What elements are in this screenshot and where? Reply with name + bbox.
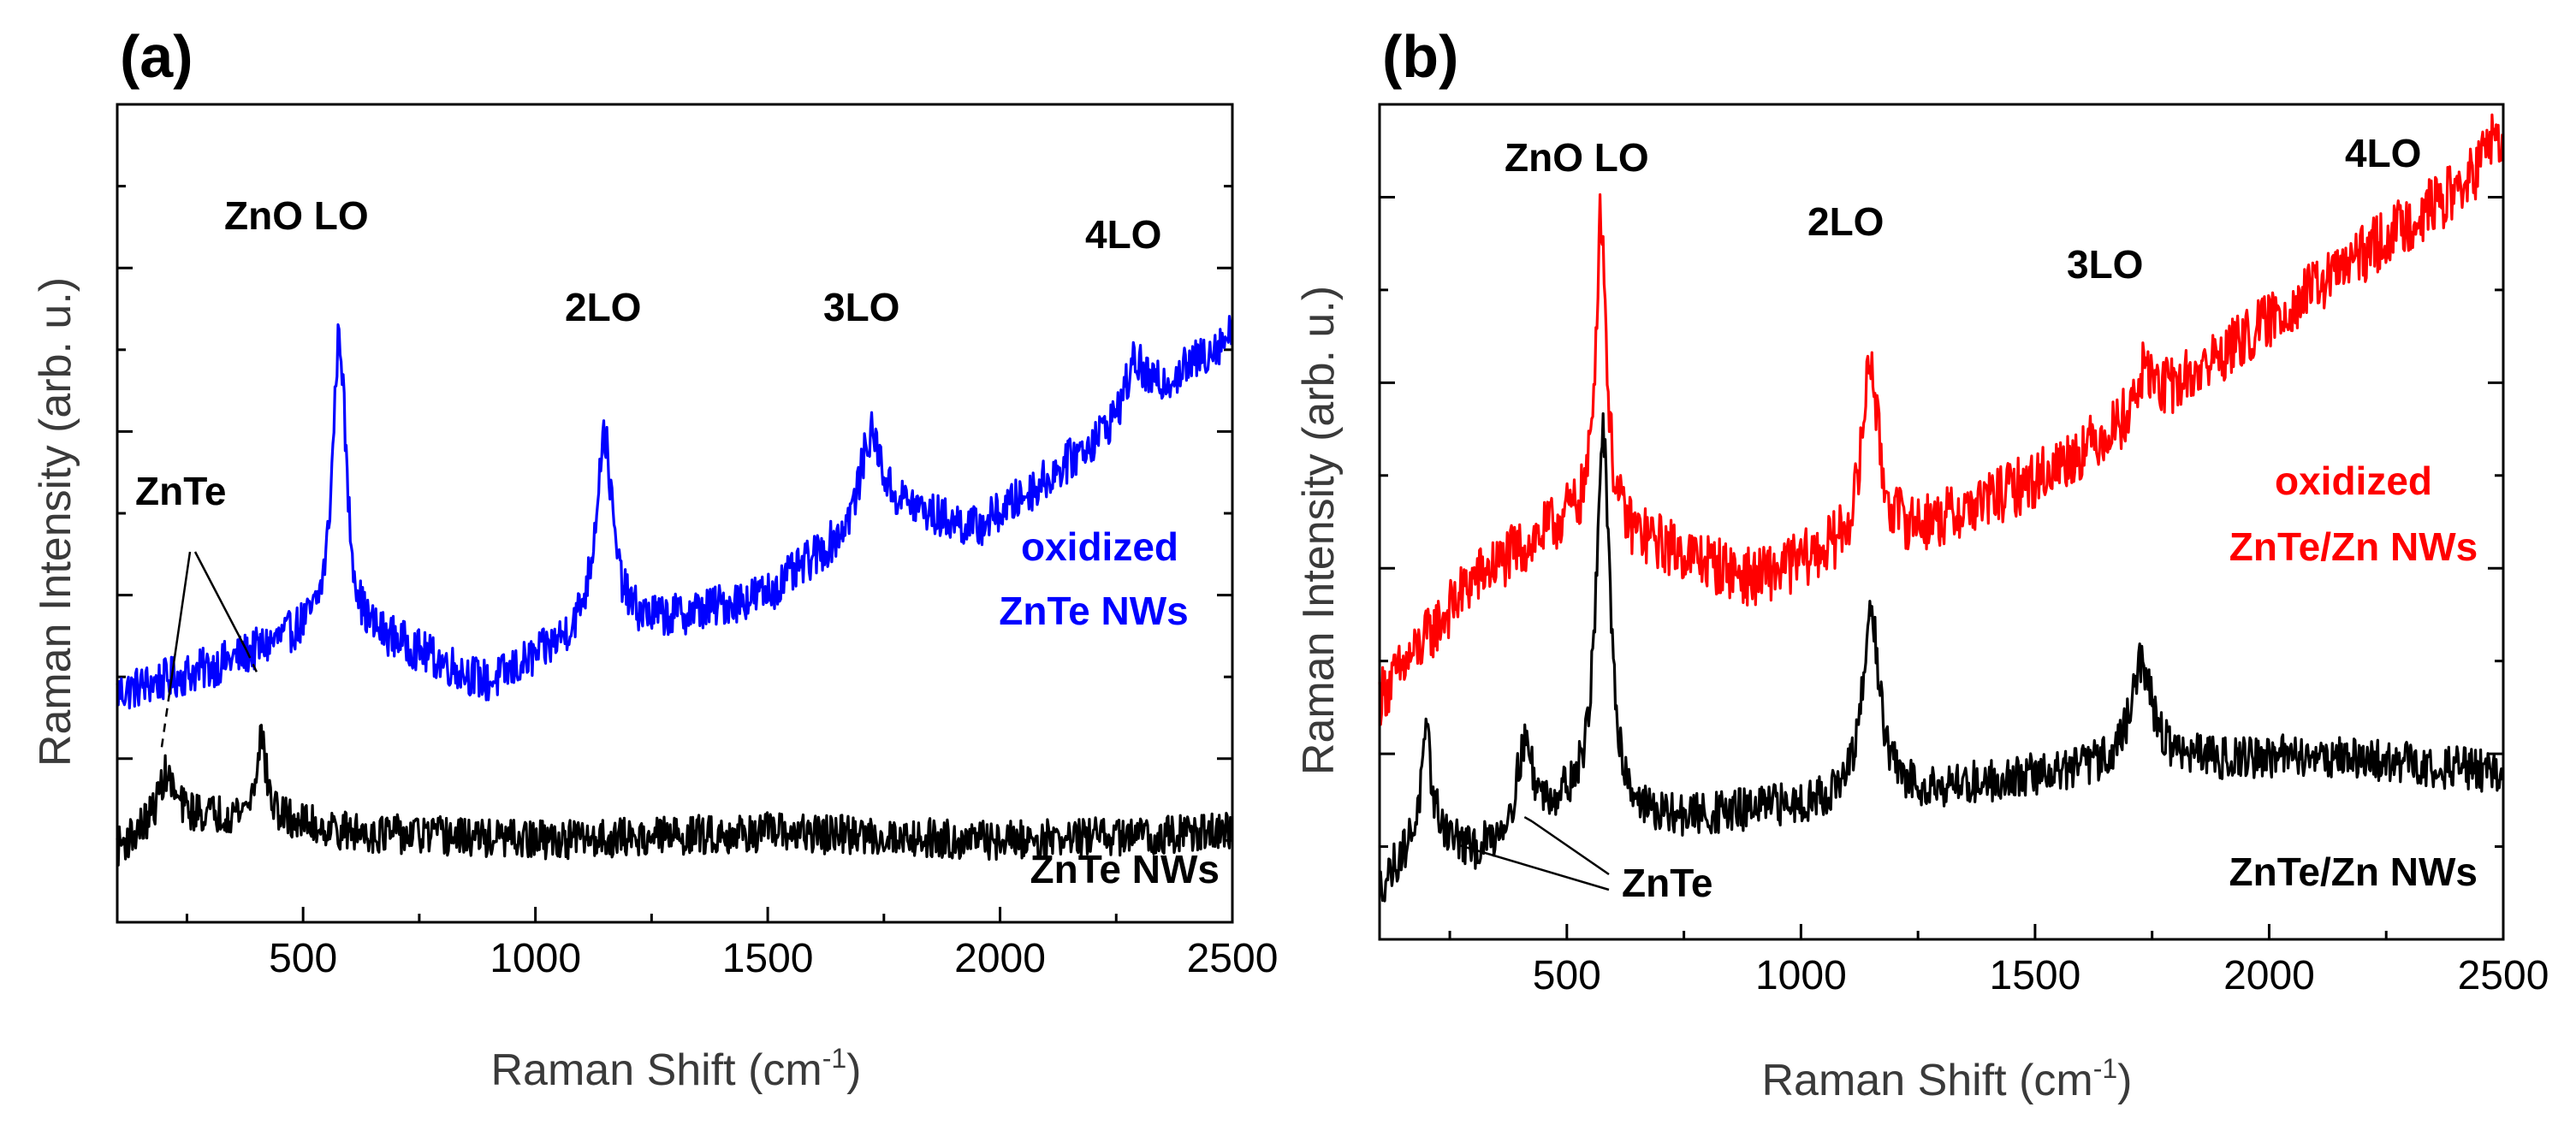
panel-a-series-znte-nws — [116, 724, 1233, 867]
panel-a-annotation-4lo: 4LO — [1085, 212, 1161, 257]
panel-a-x-tick-label-1000: 1000 — [490, 936, 581, 981]
panel-b-series-znte-zn-nws — [1378, 412, 2504, 903]
panel-a-annotation-2lo: 2LO — [565, 285, 641, 329]
panel-b-znte-pointer-2-dash — [1519, 813, 1533, 823]
panel-a-label-znte-nws: ZnTe NWs — [1030, 847, 1220, 891]
panel-b-xlabel-end: ) — [2117, 1056, 2132, 1105]
panel-a-plot-frame — [116, 103, 1234, 924]
panel-b-xlabel-sup: -1 — [2093, 1053, 2117, 1084]
panel-b-x-ticks: 500 1000 1500 2000 2500 — [1448, 924, 2549, 998]
panel-b-annotation-4lo: 4LO — [2345, 131, 2421, 175]
panel-a-x-tick-label-1500: 1500 — [722, 936, 814, 981]
panel-a-x-tick-label-500: 500 — [269, 936, 337, 981]
panel-b-x-tick-label-2000: 2000 — [2223, 953, 2315, 998]
panel-a-xlabel-main: Raman Shift (cm — [491, 1045, 822, 1095]
panel-b-x-tick-label-500: 500 — [1533, 953, 1601, 998]
panel-a-label-znte-nws-oxidized: ZnTe NWs — [999, 589, 1188, 633]
panel-a-y-axis-title: Raman Intensity (arb. u.) — [31, 277, 80, 767]
panel-a: (a) 500 1000 1500 2000 2500 Raman Intensity … — [31, 23, 1278, 1095]
panel-a-znte-pointer-1-dash — [159, 692, 171, 754]
panel-b-y-axis-title: Raman Intensity (arb. u.) — [1294, 286, 1344, 775]
panel-a-znte-pointer-1 — [168, 551, 192, 694]
panel-b-label-oxidized: oxidized — [2275, 459, 2432, 503]
panel-a-x-tick-label-2000: 2000 — [954, 936, 1046, 981]
panel-a-xlabel-sup: -1 — [822, 1043, 846, 1074]
panel-a-x-axis-title: Raman Shift (cm-1) — [491, 1043, 862, 1095]
panel-a-annotation-3lo: 3LO — [823, 285, 899, 329]
panel-a-znte-pointer-2 — [193, 551, 248, 651]
panel-b-znte-pointer-1 — [1458, 844, 1610, 891]
panel-b-znte-pointer-2 — [1531, 820, 1610, 876]
panel-b-label: (b) — [1382, 23, 1458, 90]
panel-b-annotation-znte: ZnTe — [1622, 861, 1712, 905]
panel-a-xlabel-end: ) — [846, 1045, 861, 1095]
panel-b-annotation-2lo: 2LO — [1807, 199, 1884, 244]
panel-a-annotation-znte: ZnTe — [135, 469, 226, 513]
panel-a-series-oxidized-znte-nws — [116, 315, 1233, 710]
panel-b-annotation-zno-lo: ZnO LO — [1505, 135, 1649, 180]
panel-b-xlabel-main: Raman Shift (cm — [1762, 1056, 2093, 1105]
panel-b-x-axis-title: Raman Shift (cm-1) — [1762, 1053, 2133, 1105]
panel-b-label-znte-zn-nws-oxidized: ZnTe/Zn NWs — [2229, 524, 2478, 569]
panel-b-y-ticks — [1380, 195, 2503, 849]
panel-a-x-tick-label-2500: 2500 — [1187, 936, 1279, 981]
panel-a-annotation-zno-lo: ZnO LO — [224, 193, 369, 238]
panel-a-znte-pointer-2-dash — [245, 649, 260, 677]
panel-a-traces — [116, 315, 1233, 867]
panel-a-x-ticks: 500 1000 1500 2000 2500 — [185, 907, 1279, 981]
panel-b-series-oxidized-znte-zn-nws — [1378, 113, 2504, 726]
panel-b-annotation-3lo: 3LO — [2067, 242, 2143, 287]
panel-b: (b) 500 1000 1500 2000 2500 Raman Intensity … — [1294, 23, 2549, 1105]
panel-b-plot-frame — [1378, 103, 2505, 941]
panel-b-traces — [1378, 113, 2504, 903]
panel-b-x-tick-label-2500: 2500 — [2458, 953, 2549, 998]
panel-b-label-znte-zn-nws: ZnTe/Zn NWs — [2229, 850, 2478, 894]
panel-a-label: (a) — [120, 23, 193, 90]
panel-b-x-tick-label-1000: 1000 — [1755, 953, 1847, 998]
panel-a-label-oxidized: oxidized — [1021, 524, 1178, 569]
panel-a-y-ticks — [117, 185, 1232, 842]
panel-b-x-tick-label-1500: 1500 — [1990, 953, 2081, 998]
